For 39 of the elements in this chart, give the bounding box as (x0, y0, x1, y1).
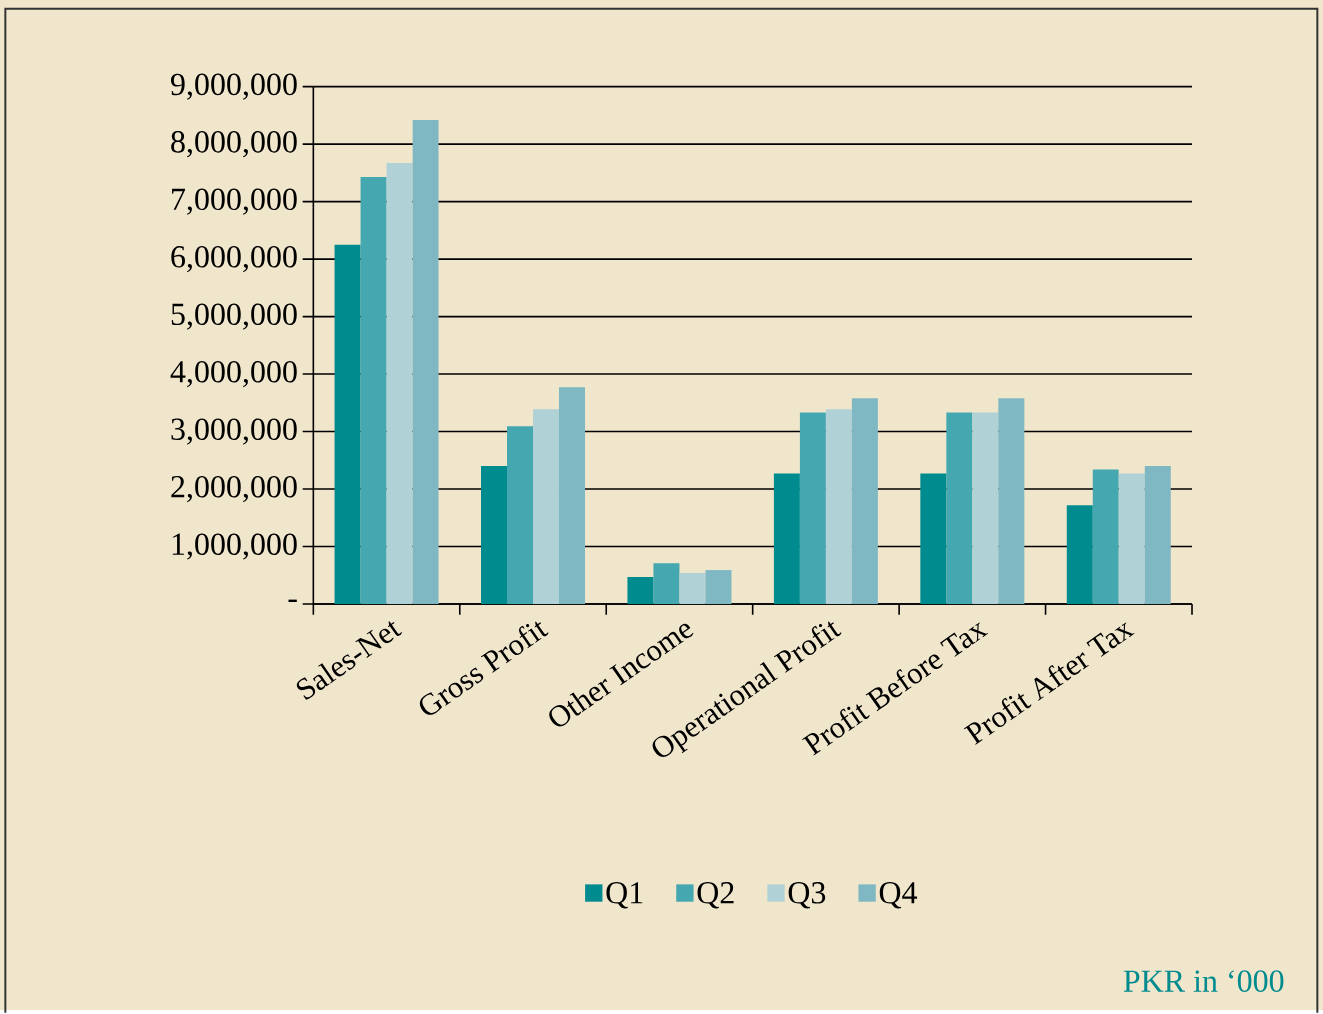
bar (705, 570, 732, 605)
bar (851, 398, 878, 605)
y-tick-label: 1,000,000 (172, 533, 297, 560)
bar (825, 409, 852, 605)
bar (1066, 505, 1093, 605)
bar (1118, 473, 1145, 605)
bar (360, 177, 387, 605)
bar (773, 473, 800, 605)
bar (412, 120, 439, 605)
y-tick-label: 3,000,000 (171, 418, 297, 445)
y-tick-label: 4,000,000 (170, 361, 297, 388)
bar (679, 573, 706, 605)
bar (972, 412, 999, 605)
bar (799, 412, 826, 605)
y-tick-label: 7,000,000 (172, 188, 297, 215)
bar (627, 577, 654, 605)
bar (507, 426, 534, 605)
bar (559, 387, 586, 605)
bar (533, 409, 560, 605)
bar (920, 473, 947, 605)
bar (334, 244, 361, 605)
bar (1144, 466, 1171, 605)
legend-label: Q1 (606, 882, 643, 909)
bar (946, 412, 973, 605)
legend-label: Q4 (879, 882, 918, 909)
bar (1092, 469, 1119, 605)
y-tick-label: 9,000,000 (170, 73, 297, 100)
legend-label: Q3 (788, 882, 826, 909)
bar (998, 398, 1025, 605)
bar (653, 563, 680, 605)
y-tick-label: - (288, 599, 297, 603)
y-tick-label: 2,000,000 (171, 476, 297, 503)
y-tick-label: 8,000,000 (171, 131, 297, 158)
bar (386, 163, 413, 605)
legend-label: Q2 (697, 882, 734, 909)
text: PKR in ‘000 (1123, 970, 1284, 993)
y-tick-label: 5,000,000 (171, 303, 297, 330)
y-tick-label: 6,000,000 (171, 246, 297, 273)
bar (481, 466, 508, 605)
